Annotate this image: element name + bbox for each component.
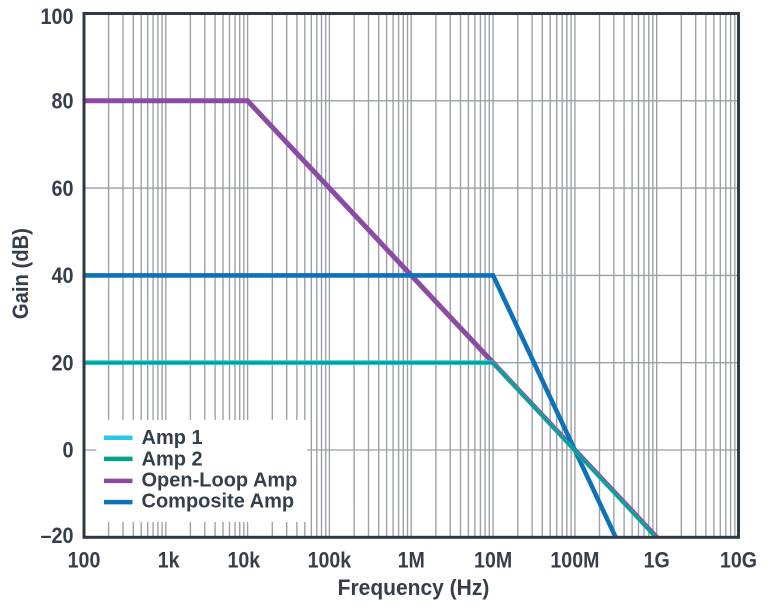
svg-text:60: 60 bbox=[51, 177, 73, 201]
svg-text:10k: 10k bbox=[227, 548, 260, 572]
svg-text:10M: 10M bbox=[474, 548, 512, 572]
svg-text:100M: 100M bbox=[550, 548, 599, 572]
svg-text:–20: –20 bbox=[40, 524, 73, 548]
svg-text:Gain (dB): Gain (dB) bbox=[9, 228, 33, 319]
svg-text:40: 40 bbox=[51, 264, 73, 288]
svg-text:Amp 1: Amp 1 bbox=[142, 427, 203, 449]
svg-text:100: 100 bbox=[40, 5, 73, 29]
svg-text:80: 80 bbox=[51, 90, 73, 114]
svg-text:1M: 1M bbox=[398, 548, 425, 572]
svg-text:100k: 100k bbox=[308, 548, 352, 572]
svg-text:10G: 10G bbox=[720, 548, 757, 572]
svg-text:100: 100 bbox=[68, 548, 101, 572]
svg-text:1k: 1k bbox=[158, 548, 180, 572]
svg-text:Composite Amp: Composite Amp bbox=[142, 491, 295, 513]
svg-text:Amp 2: Amp 2 bbox=[142, 448, 203, 470]
svg-text:Frequency (Hz): Frequency (Hz) bbox=[338, 576, 490, 601]
svg-text:20: 20 bbox=[51, 351, 73, 375]
svg-text:1G: 1G bbox=[644, 548, 670, 572]
svg-text:Open-Loop Amp: Open-Loop Amp bbox=[142, 469, 298, 491]
svg-text:0: 0 bbox=[62, 439, 73, 463]
